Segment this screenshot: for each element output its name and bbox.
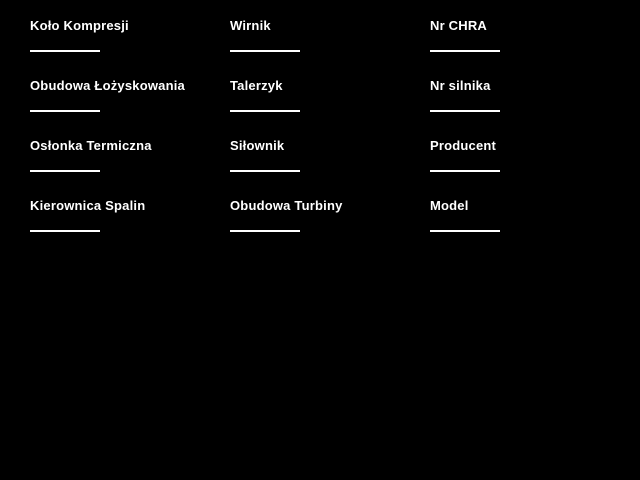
input-producent[interactable]: [430, 170, 500, 172]
field-kierownica-spalin: Kierownica Spalin: [30, 199, 230, 259]
field-producent: Producent: [430, 139, 630, 199]
field-label-obudowa-turbiny: Obudowa Turbiny: [230, 198, 343, 213]
field-wirnik: Wirnik: [230, 19, 430, 79]
input-nr-silnika[interactable]: [430, 110, 500, 112]
field-oslonka-termiczna: Osłonka Termiczna: [30, 139, 230, 199]
input-oslonka-termiczna[interactable]: [30, 170, 100, 172]
input-wirnik[interactable]: [230, 50, 300, 52]
field-nr-chra: Nr CHRA: [430, 19, 630, 79]
input-obudowa-turbiny[interactable]: [230, 230, 300, 232]
input-kolo-kompresji[interactable]: [30, 50, 100, 52]
field-label-wirnik: Wirnik: [230, 18, 271, 33]
field-label-nr-chra: Nr CHRA: [430, 18, 488, 33]
field-label-oslonka-termiczna: Osłonka Termiczna: [30, 138, 152, 153]
field-label-nr-silnika: Nr silnika: [430, 78, 491, 93]
field-silownik: Siłownik: [230, 139, 430, 199]
field-kolo-kompresji: Koło Kompresji: [30, 19, 230, 79]
field-model: Model: [430, 199, 630, 259]
field-label-producent: Producent: [430, 138, 497, 153]
field-obudowa-lozyskowania: Obudowa Łożyskowania: [30, 79, 230, 139]
field-label-kierownica-spalin: Kierownica Spalin: [30, 198, 146, 213]
field-label-obudowa-lozyskowania: Obudowa Łożyskowania: [30, 78, 185, 93]
input-kierownica-spalin[interactable]: [30, 230, 100, 232]
input-obudowa-lozyskowania[interactable]: [30, 110, 100, 112]
input-model[interactable]: [430, 230, 500, 232]
input-nr-chra[interactable]: [430, 50, 500, 52]
field-label-silownik: Siłownik: [230, 138, 285, 153]
field-obudowa-turbiny: Obudowa Turbiny: [230, 199, 430, 259]
field-label-model: Model: [430, 198, 469, 213]
field-label-kolo-kompresji: Koło Kompresji: [30, 18, 129, 33]
field-nr-silnika: Nr silnika: [430, 79, 630, 139]
input-silownik[interactable]: [230, 170, 300, 172]
input-talerzyk[interactable]: [230, 110, 300, 112]
field-label-talerzyk: Talerzyk: [230, 78, 283, 93]
field-talerzyk: Talerzyk: [230, 79, 430, 139]
form-grid: Koło Kompresji Wirnik Nr CHRA Obudowa Ło…: [30, 19, 630, 259]
